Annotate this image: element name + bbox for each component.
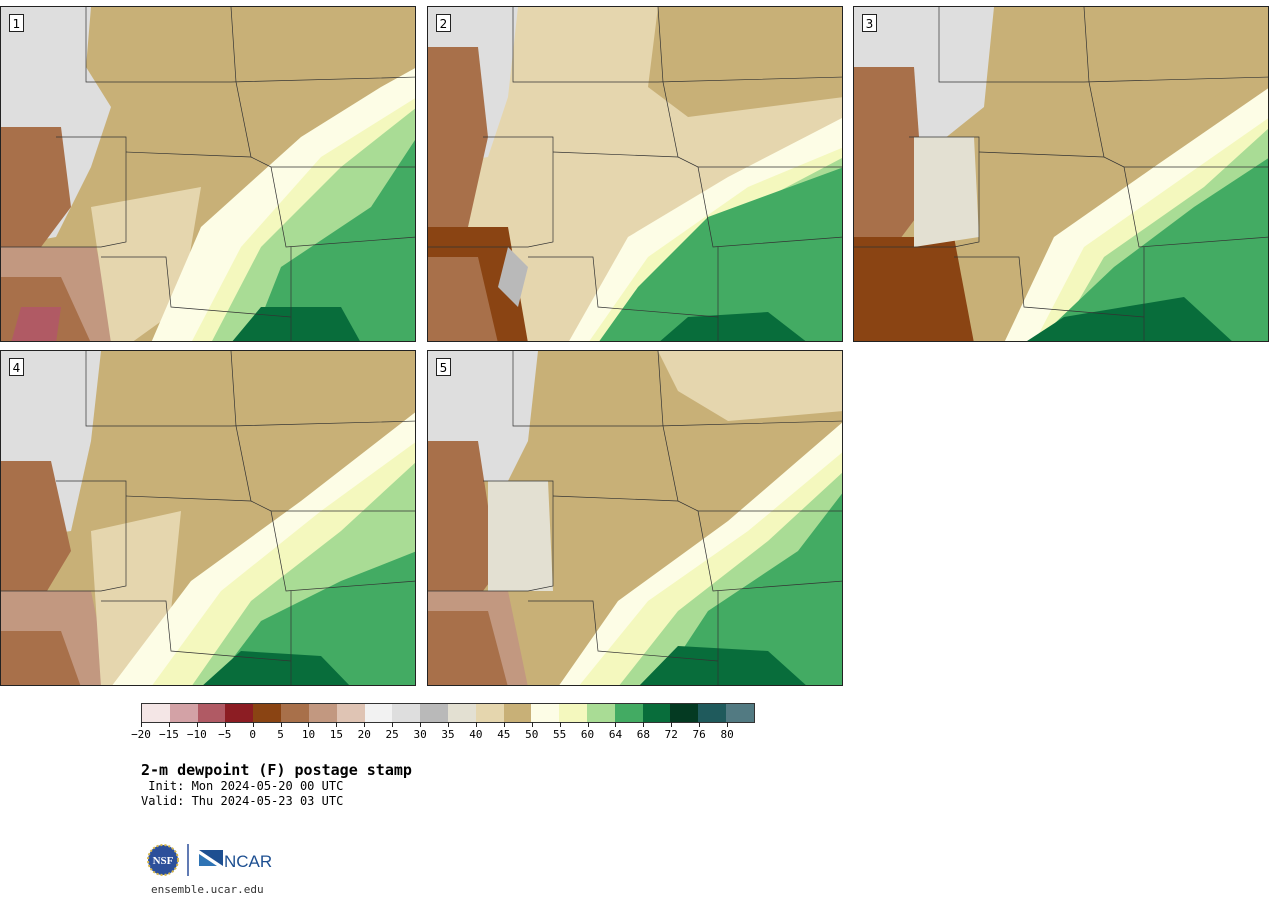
colorbar-swatch [142,704,170,722]
colorbar-tick-label: 40 [469,728,483,741]
colorbar-swatch [587,704,615,722]
colorbar-tick [503,722,505,727]
colorbar-tick [141,722,142,727]
colorbar-tick [475,722,477,727]
dewpoint-map-3 [854,7,1268,341]
colorbar-tick-label: 55 [553,728,567,741]
colorbar-tick-label: 30 [413,728,427,741]
colorbar-swatch [503,704,532,722]
colorbar-swatch [197,704,226,722]
colorbar-tick-label: 60 [580,728,595,741]
colorbar-swatch [169,704,198,722]
map-panel-4: 4 [0,350,416,686]
colorbar-tick-label: −15 [158,728,179,741]
colorbar-tick [196,722,198,727]
colorbar-tick [364,722,366,727]
colorbar-tick [280,722,282,727]
colorbar-swatch [670,704,699,722]
colorbar-tick-label: 20 [357,728,371,741]
colorbar-swatch [225,704,254,722]
site-url: ensemble.ucar.edu [151,883,264,896]
colorbar-swatch [364,704,393,722]
dewpoint-map-5 [428,351,842,685]
colorbar-tick-label: 25 [385,728,399,741]
colorbar-tick-label: 68 [636,728,650,741]
colorbar-tick [224,722,226,727]
title-block: 2-m dewpoint (F) postage stamp Init: Mon… [141,761,412,809]
colorbar-tick [448,722,449,727]
colorbar-swatch [420,704,448,722]
dewpoint-map-2 [428,7,842,341]
colorbar-tick [420,722,422,727]
map-panel-5: 5 [427,350,843,686]
colorbar-tick-label: −10 [186,728,207,741]
colorbar-ticks: −20 −15 −10 −5 0 5 10 15 20 25 30 35 40 45 50 55 60 64 68 7… [131,722,755,746]
colorbar-tick-label: −20 [131,728,151,741]
colorbar-tick-label: 80 [720,728,734,741]
colorbar-tick [336,722,338,727]
colorbar-tick-label: 35 [441,728,455,741]
map-panel-3: 3 [853,6,1269,342]
colorbar-tick-label: 72 [664,728,678,741]
colorbar-swatch [726,704,754,722]
colorbar-swatch [614,704,643,722]
colorbar-tick [643,722,645,727]
colorbar-tick [727,722,729,727]
colorbar-tick-label: 45 [497,728,511,741]
map-panel-2: 2 [427,6,843,342]
colorbar-swatch [447,704,476,722]
colorbar-swatch [698,704,727,722]
panel-label: 1 [9,14,24,32]
colorbar-tick [531,722,533,727]
colorbar-tick [252,722,254,727]
nsf-ncar-logo: NSF NCAR [147,844,272,876]
colorbar-tick [559,722,561,727]
panel-label: 2 [436,14,451,32]
colorbar-tick [168,722,170,727]
colorbar-tick-label: −5 [218,728,232,741]
chart-title: 2-m dewpoint (F) postage stamp [141,761,412,779]
colorbar-tick [308,722,310,727]
logos: NSF NCAR [145,842,275,882]
map-panel-1: 1 [0,6,416,342]
dewpoint-map-1 [1,7,415,341]
colorbar-tick-label: 64 [608,728,623,741]
colorbar-tick-label: 76 [692,728,706,741]
colorbar-tick [615,722,617,727]
colorbar-swatch [308,704,337,722]
panel-label: 4 [9,358,24,376]
colorbar-tick [392,722,394,727]
nsf-logo-text: NSF [153,855,174,867]
colorbar-tick-label: 10 [301,728,316,741]
colorbar-tick [671,722,673,727]
init-time: Init: Mon 2024-05-20 00 UTC [141,779,344,793]
colorbar-swatch [559,704,587,722]
colorbar-tick [699,722,701,727]
panel-label: 5 [436,358,451,376]
colorbar-tick-label: 0 [249,728,256,741]
colorbar-swatch [531,704,560,722]
colorbar-swatch [281,704,309,722]
colorbar-swatch [392,704,421,722]
colorbar [141,703,755,723]
valid-time: Valid: Thu 2024-05-23 03 UTC [141,794,344,808]
colorbar-swatch [336,704,365,722]
dewpoint-map-4 [1,351,415,685]
colorbar-tick [587,722,589,727]
ncar-logo-text: NCAR [224,852,272,871]
colorbar-tick-label: 50 [525,728,539,741]
colorbar-swatch [253,704,282,722]
colorbar-tick-label: 15 [329,728,343,741]
colorbar-swatch [475,704,504,722]
panel-label: 3 [862,14,877,32]
colorbar-swatch [642,704,671,722]
colorbar-tick-label: 5 [277,728,284,741]
